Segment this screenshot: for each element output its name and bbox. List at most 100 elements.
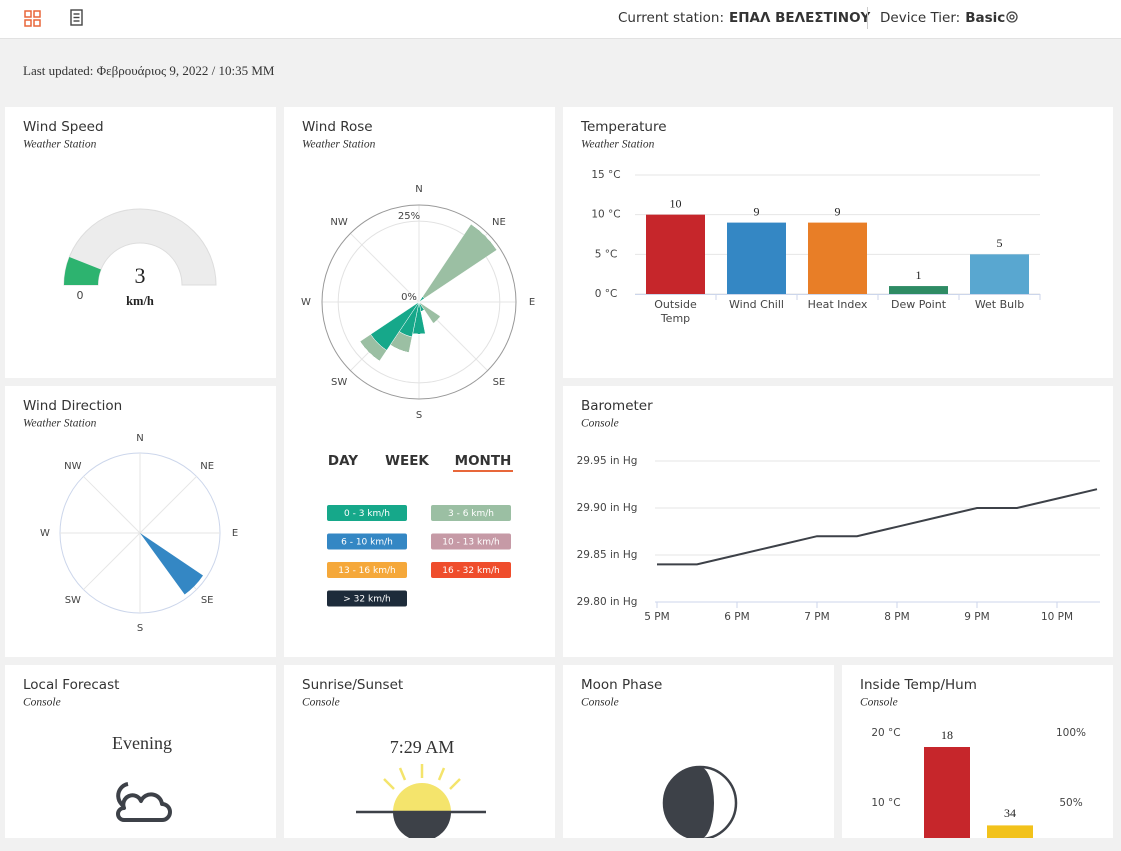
forecast-text: Evening [112, 733, 172, 753]
header-bar [0, 0, 1121, 38]
bottom-row: Evening 7:29 AM 10 °C 20 °C 50% 100% 18 34 [112, 727, 1086, 838]
direction-label: E [232, 528, 238, 539]
direction-label: NW [330, 217, 347, 228]
y-tick-label: 10 °C [591, 209, 620, 221]
card-subtitle: Console [581, 418, 619, 430]
bar [970, 254, 1029, 294]
rose-outline [321, 204, 517, 400]
y-tick-label: 15 °C [591, 169, 620, 181]
card-subtitle: Weather Station [581, 139, 655, 151]
card-title: Barometer [581, 398, 653, 414]
settings-icon[interactable] [1006, 11, 1018, 23]
card-title: Wind Direction [23, 398, 122, 414]
radial-tick-label: 25% [398, 211, 420, 222]
period-tab[interactable]: DAY [328, 453, 358, 469]
spoke [83, 532, 141, 590]
direction-label: W [301, 297, 311, 308]
direction-label: SW [65, 595, 81, 606]
x-tick-label: Dew Point [891, 298, 947, 311]
sun-icon [356, 764, 486, 838]
station-label: Current station: [618, 10, 724, 26]
y-tick-label: 29.95 in Hg [577, 455, 638, 467]
card-title: Wind Speed [23, 119, 104, 135]
moon-icon [662, 765, 738, 838]
x-tick-label: Wet Bulb [975, 298, 1024, 311]
card-subtitle: Weather Station [23, 418, 97, 430]
card-title: Moon Phase [581, 677, 662, 693]
legend-swatch [327, 562, 407, 578]
radial-tick-label: 0% [401, 292, 417, 303]
radial-grid [337, 220, 501, 384]
legend-label: 3 - 6 km/h [448, 509, 494, 519]
legend-swatch [327, 590, 407, 607]
y-tick-label: 10 °C [871, 797, 900, 809]
card-title: Local Forecast [23, 677, 119, 693]
bar [987, 825, 1033, 838]
direction-label: N [415, 184, 422, 195]
dashboard-icon[interactable] [24, 10, 41, 27]
bar-value: 9 [754, 204, 760, 218]
bar [646, 214, 705, 294]
direction-label: N [136, 433, 143, 444]
forecast-icon [116, 782, 172, 822]
y2-tick-label: 50% [1059, 797, 1082, 809]
station: Current station: ΕΠΑΛ ΒΕΛΕΣΤΙΝΟΥ [618, 10, 871, 26]
legend-swatch [327, 533, 407, 550]
rose-petal [359, 341, 380, 362]
legend-swatch [431, 533, 511, 550]
sunrise-time: 7:29 AM [390, 737, 455, 757]
card [563, 386, 1113, 657]
gauge-unit: km/h [126, 294, 154, 308]
charts: Wind Speed Weather Station Wind Rose Weathe… [23, 119, 1100, 709]
bar-value: 1 [916, 268, 922, 282]
card-title: Sunrise/Sunset [302, 677, 403, 693]
legend-label: 0 - 3 km/h [344, 509, 390, 519]
y-tick-label: 29.80 in Hg [577, 596, 638, 608]
card-title: Temperature [580, 119, 667, 135]
station-name: ΕΠΑΛ ΒΕΛΕΣΤΙΝΟΥ [729, 10, 871, 26]
rose-petal [433, 316, 441, 324]
y-tick-label: 0 °C [595, 288, 618, 300]
x-tick-label: 10 PM [1041, 611, 1073, 623]
legend-swatch [431, 505, 511, 521]
report-icon[interactable] [70, 9, 83, 26]
y-tick-label: 5 °C [595, 248, 618, 260]
card-subtitle: Console [860, 697, 898, 709]
direction-wedge [140, 533, 204, 595]
y-tick-label: 20 °C [871, 727, 900, 739]
direction-label: SE [493, 377, 506, 388]
tier: Device Tier: Basic [880, 10, 1005, 26]
direction-label: E [529, 297, 535, 308]
direction-label: S [137, 623, 143, 634]
gauge-track [63, 208, 217, 286]
legend-label: > 32 km/h [343, 595, 390, 605]
legend-swatch [431, 562, 511, 578]
card-subtitle: Console [581, 697, 619, 709]
card-title: Inside Temp/Hum [860, 677, 977, 693]
y-tick-label: 29.85 in Hg [577, 549, 638, 561]
period-tab[interactable]: MONTH [455, 453, 512, 469]
direction-label: NE [492, 217, 506, 228]
x-tick-label: 8 PM [884, 611, 909, 623]
bar-value: 18 [941, 728, 953, 742]
bar-value: 5 [997, 236, 1003, 250]
gauge-value: 3 [135, 263, 146, 288]
line [657, 488, 1098, 566]
gauge-fill [64, 257, 101, 285]
direction-label: W [40, 528, 50, 539]
x-tick-label: Outside Temp [654, 298, 697, 325]
spoke [139, 476, 197, 534]
y-tick-label: 29.90 in Hg [577, 502, 638, 514]
y2-tick-label: 100% [1056, 727, 1086, 739]
card-subtitle: Weather Station [23, 139, 97, 151]
bar [808, 222, 867, 294]
card [842, 665, 1113, 838]
card-subtitle: Weather Station [302, 139, 376, 151]
direction-label: NW [64, 461, 81, 472]
period-tab[interactable]: WEEK [385, 453, 429, 469]
legend-label: 13 - 16 km/h [338, 566, 395, 576]
direction-label: NE [200, 461, 214, 472]
legend-label: 16 - 32 km/h [442, 566, 499, 576]
legend-swatch [327, 505, 407, 521]
